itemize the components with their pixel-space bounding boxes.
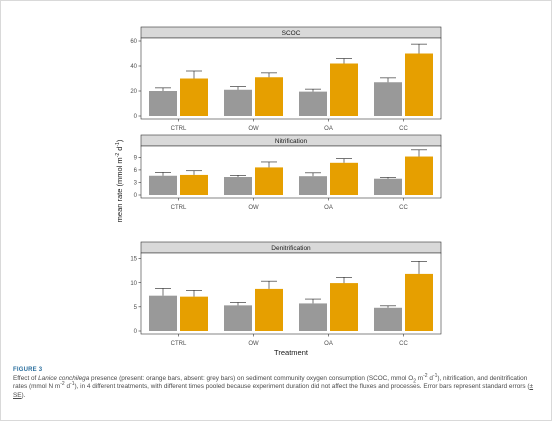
y-tick-label: 6 (134, 168, 138, 174)
bar-absent (299, 91, 327, 116)
bar-absent (149, 91, 177, 116)
bar-absent (224, 89, 252, 116)
bar-present (405, 273, 433, 331)
bar-absent (374, 307, 402, 331)
panel-nitrification: Nitrification 0 3 6 9 CTRL OW OA CC (134, 134, 442, 211)
x-tick-label: OA (324, 126, 333, 132)
bar-absent (224, 305, 252, 331)
x-tick-label: CTRL (171, 126, 187, 132)
bar-present (330, 162, 358, 195)
faceted-bar-chart: SCOC 0 20 40 60 CTRL OW OA CC Nitrification 0 3 6 9 CT… (115, 26, 442, 357)
figure-label: FIGURE 3 (13, 367, 43, 373)
bar-present (180, 174, 208, 195)
x-tick-label: OW (248, 126, 259, 132)
bar-present (330, 283, 358, 331)
panel-title: Denitrification (271, 245, 311, 252)
bar-absent (149, 295, 177, 331)
bar-present (405, 53, 433, 116)
x-tick-label: CC (399, 341, 408, 347)
bar-absent (149, 175, 177, 195)
bar-absent (224, 177, 252, 195)
y-axis-title: mean rate (mmol m-2 d-1) (115, 139, 124, 222)
bar-absent (299, 303, 327, 331)
bar-absent (374, 82, 402, 116)
bar-absent (299, 176, 327, 195)
x-tick-label: OA (324, 205, 333, 211)
x-tick-label: OW (248, 341, 259, 347)
bar-present (180, 296, 208, 331)
y-tick-label: 9 (134, 156, 138, 162)
x-tick-label: CTRL (171, 341, 187, 347)
y-tick-label: 15 (130, 257, 137, 263)
x-tick-label: CC (399, 126, 408, 132)
y-tick-label: 5 (134, 305, 138, 311)
y-tick-label: 0 (134, 193, 138, 199)
bar-absent (374, 178, 402, 195)
y-tick-label: 0 (134, 114, 138, 120)
bar-present (255, 288, 283, 331)
panel-scoc: SCOC 0 20 40 60 CTRL OW OA CC (130, 26, 442, 132)
caption-text: Effect of Lanice conchilega presence (pr… (13, 373, 534, 399)
bar-present (180, 78, 208, 116)
bar-present (330, 63, 358, 116)
y-tick-label: 20 (130, 89, 137, 95)
x-tick-label: CTRL (171, 205, 187, 211)
x-tick-label: OW (248, 205, 259, 211)
panel-title: Nitrification (275, 138, 308, 145)
x-axis-title: Treatment (274, 348, 309, 357)
panel-denitrification: Denitrification 0 5 10 15 CTRL OW OA CC (130, 241, 442, 347)
species-name: Lanice conchilega (38, 375, 90, 383)
bar-present (255, 167, 283, 195)
panel-title: SCOC (282, 30, 301, 37)
y-tick-label: 10 (130, 281, 137, 287)
y-tick-label: 3 (134, 181, 138, 187)
y-tick-label: 40 (130, 64, 137, 70)
x-tick-label: CC (399, 205, 408, 211)
y-tick-label: 60 (130, 39, 137, 45)
bar-present (255, 77, 283, 116)
bar-present (405, 156, 433, 195)
x-tick-label: OA (324, 341, 333, 347)
y-tick-label: 0 (134, 329, 138, 335)
figure-caption: FIGURE 3 Effect of Lanice conchilega pre… (13, 366, 543, 400)
